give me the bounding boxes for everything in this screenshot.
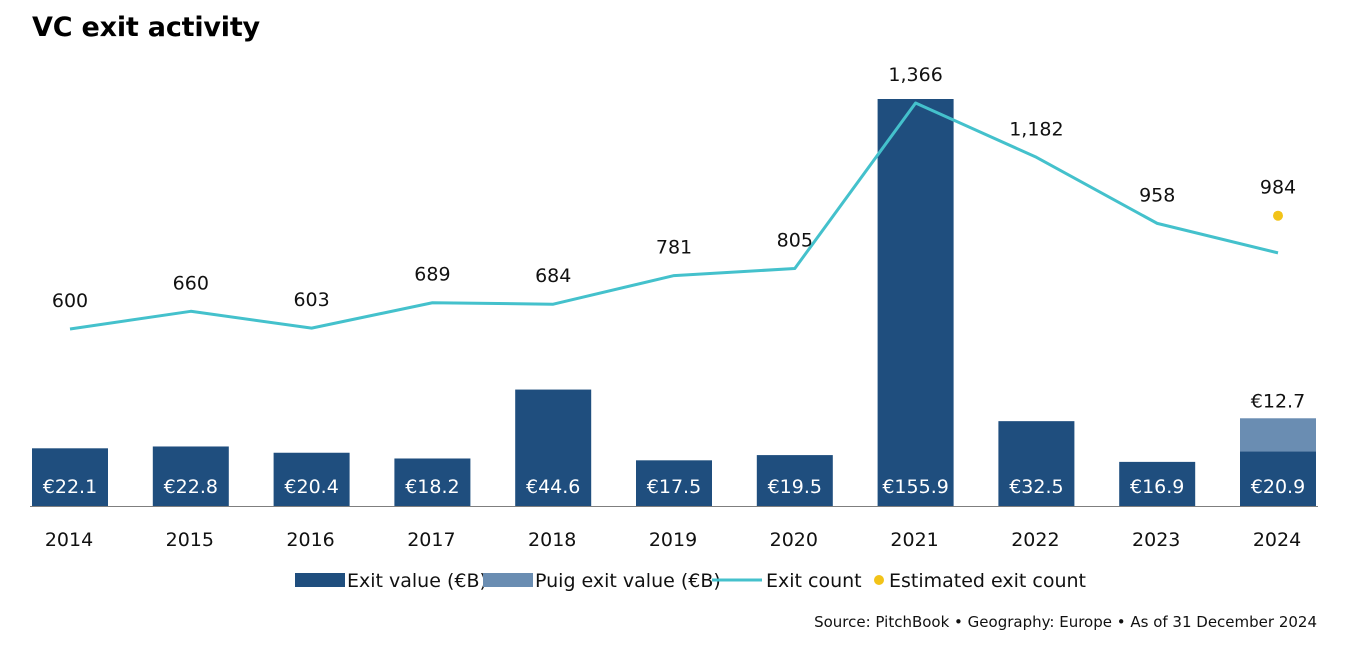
count-label-2018: 684 (535, 265, 571, 287)
bar-puig-exit-value-2024 (1240, 418, 1316, 452)
bar-exit-value-2023 (1119, 461, 1196, 506)
bar-exit-value-2022 (998, 421, 1075, 506)
bar-exit-value-2024 (1240, 451, 1316, 506)
bar-label-exit-value-2017: €18.2 (405, 476, 459, 498)
bar-label-exit-value-2019: €17.5 (647, 476, 701, 498)
line-layer (69, 101, 1283, 331)
legend-exit-value-swatch (295, 573, 345, 587)
legend-puig-exit-value-swatch (483, 573, 533, 587)
bar-label-exit-value-2024: €20.9 (1251, 476, 1305, 498)
chart-title: VC exit activity (32, 12, 260, 43)
bar-exit-value-2021 (877, 99, 954, 506)
bar-label-exit-value-2016: €20.4 (284, 476, 338, 498)
count-label-2017: 689 (414, 264, 450, 286)
legend-puig-exit-value-label: Puig exit value (€B) (535, 570, 721, 592)
count-label-2016: 603 (293, 289, 329, 311)
point-estimated-exit-count-2024 (1273, 210, 1283, 221)
bar-exit-value-2018 (515, 389, 592, 506)
labels-layer: €22.1 €22.8 €20.4 €18.2 €44.6 €17.5 €19.5 €155.… (43, 64, 1305, 551)
x-tick-label-2023: 2023 (1132, 529, 1180, 551)
bar-label-puig-exit-value-2024: €12.7 (1251, 390, 1305, 412)
x-tick-label-2017: 2017 (407, 529, 455, 551)
bar-label-exit-value-2023: €16.9 (1130, 476, 1184, 498)
bar-exit-value-2014 (32, 448, 108, 506)
count-label-2022: 1,182 (1009, 118, 1063, 140)
legend-estimated-exit-count-label: Estimated exit count (889, 570, 1086, 592)
x-tick-label-2014: 2014 (45, 529, 93, 551)
line-exit-count (69, 101, 1279, 331)
x-tick-label-2022: 2022 (1011, 529, 1059, 551)
count-label-2024: 984 (1260, 177, 1296, 199)
bar-label-exit-value-2018: €44.6 (526, 476, 580, 498)
bar-label-exit-value-2020: €19.5 (768, 476, 822, 498)
bar-label-exit-value-2015: €22.8 (164, 476, 218, 498)
count-label-2020: 805 (777, 230, 813, 252)
x-tick-label-2015: 2015 (166, 529, 214, 551)
count-label-2023: 958 (1139, 184, 1175, 206)
x-tick-label-2020: 2020 (770, 529, 818, 551)
legend-exit-count-label: Exit count (766, 570, 862, 592)
legend: Exit value (€B) Puig exit value (€B) Exit … (295, 570, 1086, 592)
x-tick-label-2019: 2019 (649, 529, 697, 551)
bar-exit-value-2015 (152, 446, 229, 506)
x-tick-label-2021: 2021 (890, 529, 938, 551)
count-label-2021: 1,366 (888, 64, 942, 86)
bars-layer (30, 99, 1318, 507)
count-label-2014: 600 (52, 290, 88, 312)
bar-exit-value-2016 (273, 452, 350, 506)
legend-exit-value-label: Exit value (€B) (347, 570, 487, 592)
x-tick-label-2016: 2016 (286, 529, 334, 551)
source-note: Source: PitchBook • Geography: Europe • … (814, 613, 1317, 631)
bar-exit-value-2020 (756, 455, 833, 506)
bar-label-exit-value-2022: €32.5 (1009, 476, 1063, 498)
legend-estimated-exit-count-swatch (874, 575, 884, 585)
x-tick-label-2024: 2024 (1253, 529, 1301, 551)
bar-exit-value-2017 (394, 458, 471, 506)
x-tick-label-2018: 2018 (528, 529, 576, 551)
bar-label-exit-value-2021: €155.9 (882, 476, 948, 498)
count-label-2015: 660 (173, 272, 209, 294)
bar-exit-value-2019 (636, 460, 712, 506)
count-label-2019: 781 (656, 237, 692, 259)
bar-label-exit-value-2014: €22.1 (43, 476, 97, 498)
